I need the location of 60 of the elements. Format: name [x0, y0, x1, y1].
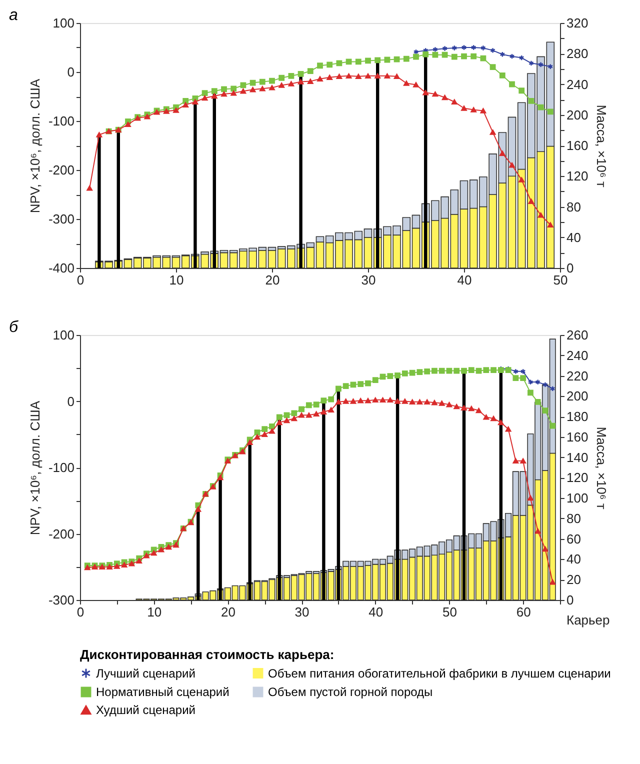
- legend-label: Нормативный сценарий: [96, 685, 230, 699]
- y-tick-label: -200: [48, 162, 74, 178]
- y2-tick-label: 140: [566, 450, 588, 465]
- legend-label: Объем питания обогатительной фабрики в лучшем сценарии: [268, 666, 611, 680]
- x-tick-label: 0: [76, 604, 84, 620]
- y2-tick-label: 240: [566, 76, 588, 92]
- y2-tick-label: 60: [566, 531, 581, 546]
- y2-tick-label: 80: [566, 510, 581, 526]
- y-tick-label: -100: [48, 114, 74, 128]
- x-tick-label: 60: [516, 604, 531, 620]
- y2-tick-label: 40: [566, 552, 581, 567]
- x-tick-label: 40: [457, 272, 472, 288]
- y2-tick-label: 120: [566, 168, 588, 184]
- y-tick-label: 0: [67, 394, 74, 409]
- y2-tick-label: 0: [566, 592, 574, 608]
- y2-tick-label: 200: [566, 107, 588, 122]
- x-tick-label: 10: [169, 272, 184, 288]
- x-tick-label: 50: [442, 604, 457, 620]
- legend-title: Дисконтированная стоимость карьера:: [80, 647, 334, 662]
- y2-tick-label: 20: [566, 572, 581, 588]
- y2-tick-label: 200: [566, 388, 588, 404]
- y2-tick-label: 0: [566, 260, 574, 276]
- y2-tick-label: 180: [566, 409, 588, 424]
- y2-tick-label: 260: [566, 328, 588, 342]
- x-tick-label: 40: [368, 604, 384, 620]
- x-tick-label: 50: [553, 272, 568, 288]
- x-tick-label: 30: [294, 604, 310, 620]
- y2-tick-label: 320: [566, 16, 588, 30]
- x-tick-label: 20: [265, 272, 280, 288]
- y2-axis-title: Масса, ×10⁶ т: [594, 426, 610, 510]
- x-tick-label: 30: [361, 272, 376, 288]
- x-tick-label: 20: [220, 604, 236, 620]
- y2-tick-label: 280: [566, 46, 588, 62]
- y-tick-label: -300: [48, 212, 74, 226]
- y2-tick-label: 120: [566, 470, 588, 486]
- y2-tick-label: 160: [566, 138, 588, 153]
- y-tick-label: -400: [48, 260, 74, 276]
- x-tick-label: 0: [76, 272, 84, 288]
- chart-title: б: [8, 319, 19, 336]
- y-tick-label: -300: [48, 592, 74, 608]
- x-axis-title: Карьер: [566, 612, 610, 628]
- x-tick-label: 10: [147, 604, 162, 620]
- y2-tick-label: 160: [566, 429, 588, 444]
- y2-tick-label: 240: [566, 348, 588, 363]
- legend-label: Лучший сценарий: [96, 666, 196, 680]
- y-tick-label: -200: [48, 526, 74, 542]
- y-tick-label: -100: [48, 460, 74, 475]
- y2-tick-label: 40: [566, 230, 581, 245]
- chart-title: а: [8, 7, 18, 24]
- y-axis-title: NPV, ×10⁶, долл. США: [27, 400, 42, 536]
- y-axis-title: NPV, ×10⁶, долл. США: [27, 78, 42, 214]
- y2-tick-label: 220: [566, 368, 588, 384]
- y2-axis-title: Масса, ×10⁶ т: [594, 104, 610, 188]
- y2-tick-label: 80: [566, 199, 581, 214]
- y2-tick-label: 100: [566, 490, 588, 506]
- y-tick-label: 0: [67, 64, 74, 80]
- legend-label: Худший сценарий: [96, 703, 196, 717]
- legend-label: Объем пустой горной породы: [268, 685, 433, 699]
- y-tick-label: 100: [52, 16, 74, 30]
- y-tick-label: 100: [52, 328, 74, 342]
